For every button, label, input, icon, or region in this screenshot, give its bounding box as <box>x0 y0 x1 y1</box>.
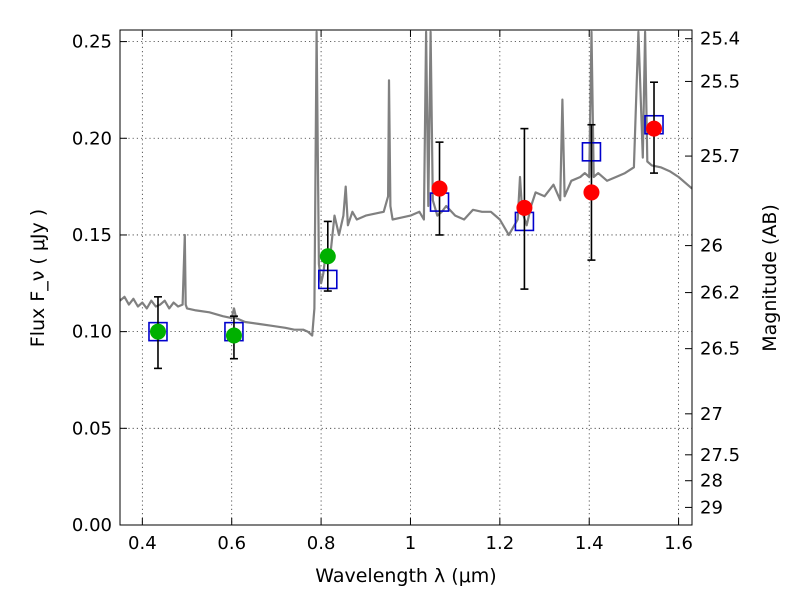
sed-line <box>120 30 692 337</box>
mag-tick-label: 29 <box>700 497 723 518</box>
y-axis-label: Flux F_ν ( μJy ) <box>27 209 49 347</box>
mag-tick-label: 27 <box>700 404 723 425</box>
mag-tick-label: 26.2 <box>700 283 740 304</box>
y-tick-label: 0.15 <box>72 225 112 246</box>
mag-tick-label: 25.4 <box>700 29 740 50</box>
observed-point <box>516 199 533 216</box>
observed-point <box>149 323 166 340</box>
y-axis-label-right: Magnitude (AB) <box>759 204 781 352</box>
plot-frame <box>119 29 693 526</box>
x-tick-label: 0.6 <box>217 533 246 554</box>
y-tick-label: 0.10 <box>72 322 112 343</box>
y-tick-label: 0.00 <box>72 515 112 536</box>
mag-tick-label: 27.5 <box>700 445 740 466</box>
mag-tick-label: 26 <box>700 236 723 257</box>
x-tick-label: 1.4 <box>575 533 604 554</box>
error-bars <box>149 81 663 370</box>
x-axis-label: Wavelength λ (μm) <box>315 565 496 587</box>
x-tick-label: 0.4 <box>128 533 157 554</box>
y-axis-ticks: 0.00 0.05 0.10 0.15 0.20 0.25 <box>72 32 127 536</box>
observed-point <box>319 248 336 265</box>
mag-tick-label: 26.5 <box>700 339 740 360</box>
x-tick-label: 1.2 <box>486 533 515 554</box>
observed-point <box>431 180 448 197</box>
observed-point <box>225 327 242 344</box>
y-tick-label: 0.05 <box>72 418 112 439</box>
observed-point <box>646 120 663 137</box>
mag-tick-label: 25.5 <box>700 71 740 92</box>
mag-tick-label: 28 <box>700 471 723 492</box>
x-tick-label: 1 <box>405 533 416 554</box>
mag-tick-label: 25.7 <box>700 146 740 167</box>
y-tick-label: 0.25 <box>72 32 112 53</box>
x-tick-label: 1.6 <box>664 533 693 554</box>
magnitude-axis-ticks: 25.4 25.5 25.7 26 26.2 26.5 27 27.5 28 29 <box>685 29 740 518</box>
observed-point <box>583 184 600 201</box>
x-tick-label: 0.8 <box>307 533 336 554</box>
plot-background <box>120 30 692 525</box>
y-tick-label: 0.20 <box>72 128 112 149</box>
x-axis-ticks: 0.4 0.6 0.8 1 1.2 1.4 1.6 <box>128 30 693 554</box>
